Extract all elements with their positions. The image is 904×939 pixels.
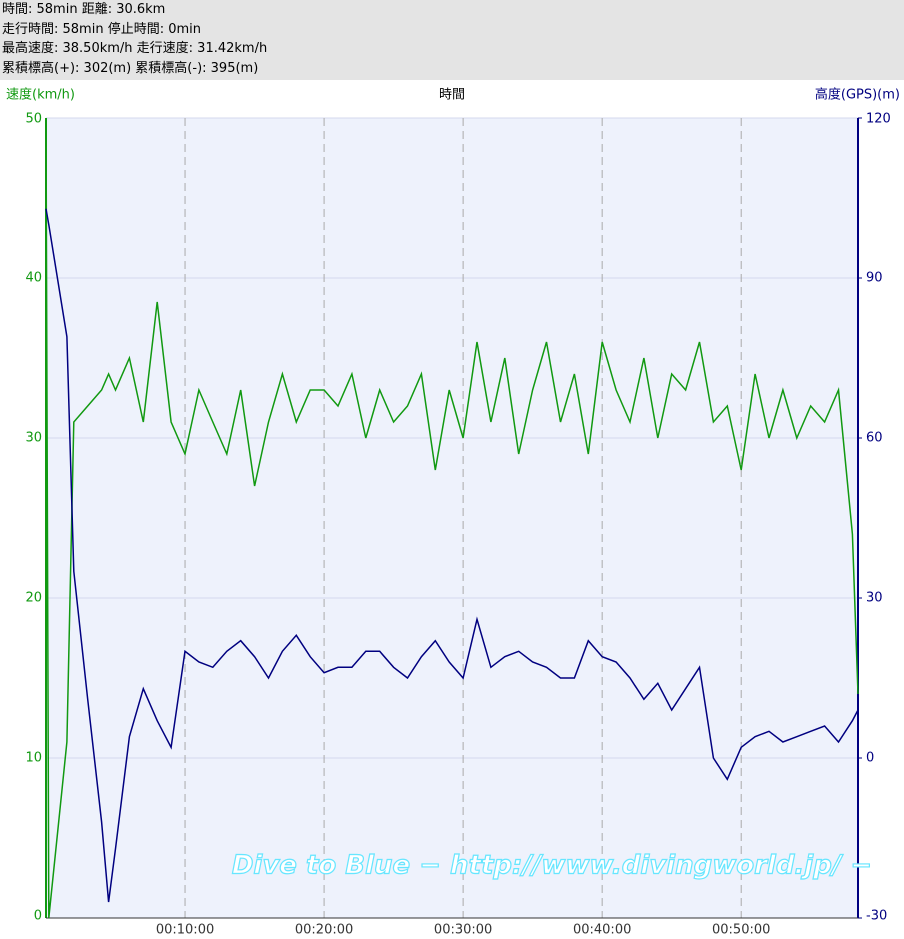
stat-line: 走行時間: 58min 停止時間: 0min bbox=[2, 21, 201, 37]
x-tick-label: 00:50:00 bbox=[712, 923, 770, 938]
y-tick-label: 20 bbox=[25, 591, 42, 606]
plot-area bbox=[46, 118, 858, 918]
y2-tick-label: 30 bbox=[866, 591, 883, 606]
data-line bbox=[45, 117, 859, 919]
y-tick-label: 40 bbox=[25, 271, 42, 286]
stat-line: 時間: 58min 距離: 30.6km bbox=[2, 2, 166, 17]
x-tick-label: 00:10:00 bbox=[156, 923, 214, 938]
stats-header: 時間: 58min 距離: 30.6km 走行時間: 58min 停止時間: 0… bbox=[0, 0, 904, 80]
y-tick-label: 10 bbox=[25, 751, 42, 766]
y2-tick-label: 60 bbox=[866, 431, 883, 446]
y2-tick-label: 120 bbox=[866, 112, 891, 127]
y-tick-label: 50 bbox=[25, 112, 42, 127]
x-tick-label: 00:30:00 bbox=[434, 923, 492, 938]
x-tick-label: 00:20:00 bbox=[295, 923, 353, 938]
stat-line: 最高速度: 38.50km/h 走行速度: 31.42km/h bbox=[2, 41, 268, 56]
data-line bbox=[45, 208, 859, 903]
y2-tick-label: -30 bbox=[866, 909, 887, 924]
watermark: Dive to Blue − http://www.divingworld.jp… bbox=[232, 851, 872, 881]
y2-tick-label: 0 bbox=[866, 751, 874, 766]
chart: 速度(km/h) 時間 高度(GPS)(m) 0 10 20 30 40 50 -30 0 30… bbox=[6, 87, 900, 938]
y-tick-label: 0 bbox=[34, 909, 42, 924]
y2-axis-label: 高度(GPS)(m) bbox=[815, 87, 900, 103]
y2-tick-label: 90 bbox=[866, 271, 883, 286]
x-tick-label: 00:40:00 bbox=[573, 923, 631, 938]
y-tick-label: 30 bbox=[25, 431, 42, 446]
stat-line: 累積標高(+): 302(m) 累積標高(-): 395(m) bbox=[2, 60, 259, 76]
y-axis-label: 速度(km/h) bbox=[6, 87, 75, 103]
x-axis-label: 時間 bbox=[439, 88, 465, 103]
